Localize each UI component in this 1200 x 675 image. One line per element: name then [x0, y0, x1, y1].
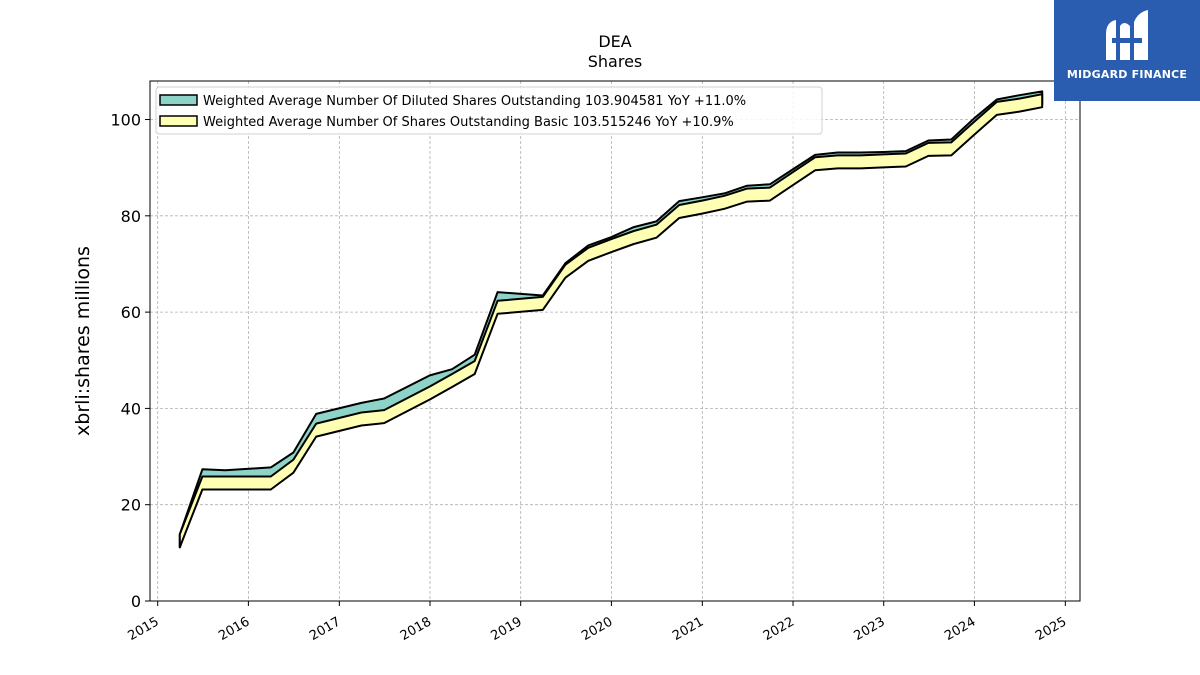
- midgard-finance-logo: MIDGARD FINANCE: [1054, 0, 1200, 101]
- legend-entry: Weighted Average Number Of Shares Outsta…: [203, 115, 734, 130]
- chart-subtitle: Shares: [588, 52, 643, 71]
- grid: [150, 81, 1080, 602]
- series-areas: [178, 90, 1044, 549]
- legend-swatch: [159, 115, 198, 127]
- x-tick-label: 2023: [852, 614, 888, 644]
- y-axis: 0 20 40 60 80 100: [110, 111, 150, 611]
- x-tick-label: 2016: [216, 614, 252, 644]
- y-tick-label: 20: [121, 496, 141, 515]
- x-tick-label: 2025: [1033, 614, 1069, 644]
- x-tick-label: 2020: [579, 614, 615, 644]
- legend-entry: Weighted Average Number Of Diluted Share…: [203, 94, 746, 109]
- x-tick-label: 2017: [307, 614, 343, 644]
- x-tick-label: 2021: [670, 614, 706, 644]
- y-tick-label: 100: [110, 111, 141, 130]
- logo-text: MIDGARD FINANCE: [1066, 68, 1188, 81]
- plot-frame: [149, 80, 1081, 602]
- logo-mark-icon: [1106, 10, 1148, 60]
- x-tick-label: 2019: [489, 614, 525, 644]
- x-tick-label: 2018: [398, 614, 434, 644]
- y-axis-label: xbrli:shares millions: [72, 246, 94, 436]
- chart-title: DEA: [598, 32, 631, 51]
- y-tick-label: 0: [131, 592, 141, 611]
- x-tick-label: 2024: [942, 614, 978, 644]
- x-tick-label: 2022: [761, 614, 797, 644]
- legend: Weighted Average Number Of Diluted Share…: [155, 86, 823, 135]
- legend-swatch: [159, 94, 198, 106]
- y-tick-label: 80: [121, 207, 141, 226]
- x-axis: 2015 2016 2017 2018 2019 2020 2021 2022 2023 2024…: [126, 601, 1069, 644]
- y-tick-label: 40: [121, 399, 141, 418]
- x-tick-label: 2015: [126, 614, 162, 644]
- y-tick-label: 60: [121, 303, 141, 322]
- legend-box: [155, 86, 823, 135]
- series-area-1: [178, 93, 1044, 549]
